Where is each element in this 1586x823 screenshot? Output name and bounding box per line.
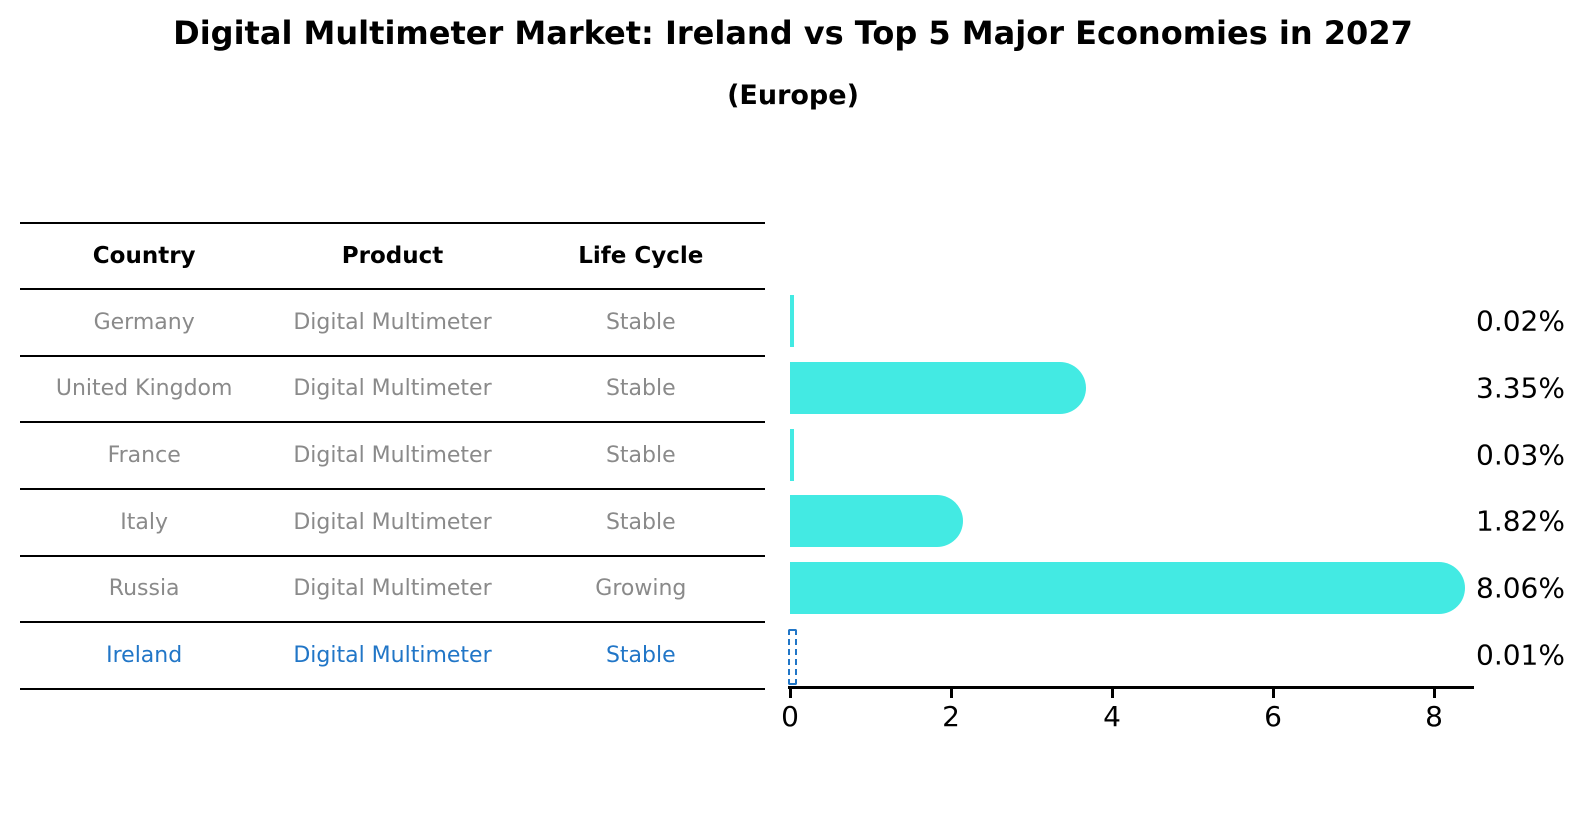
chart-title: Digital Multimeter Market: Ireland vs To… <box>173 14 1413 52</box>
table-cell-product: Digital Multimeter <box>293 509 492 535</box>
table-header-life-cycle: Life Cycle <box>578 243 704 269</box>
bar-ireland <box>788 628 797 685</box>
table-cell-country: Germany <box>93 309 195 335</box>
table-header-country: Country <box>92 243 196 269</box>
chart-subtitle: (Europe) <box>727 80 859 111</box>
x-axis-tick-label: 4 <box>1103 700 1121 733</box>
bar-germany <box>790 295 794 348</box>
table-row-russia: Russia Digital Multimeter Growing <box>20 557 765 624</box>
bar-value-label-russia: 8.06% <box>1476 571 1565 605</box>
bar-france <box>790 428 794 481</box>
table-row-italy: Italy Digital Multimeter Stable <box>20 490 765 557</box>
table-row-united-kingdom: United Kingdom Digital Multimeter Stable <box>20 357 765 424</box>
bar-italy <box>790 495 963 548</box>
table-cell-life-cycle: Stable <box>605 643 676 669</box>
table-row-germany: Germany Digital Multimeter Stable <box>20 290 765 357</box>
x-axis-tick-label: 6 <box>1264 700 1282 733</box>
table-cell-country: Ireland <box>106 643 183 669</box>
table-row-france: France Digital Multimeter Stable <box>20 423 765 490</box>
table-row-ireland: Ireland Digital Multimeter Stable <box>20 623 765 690</box>
table-cell-life-cycle: Stable <box>605 309 676 335</box>
table-cell-life-cycle: Stable <box>605 376 676 402</box>
x-axis-tick <box>1271 689 1275 698</box>
table-cell-country: United Kingdom <box>55 376 233 402</box>
x-axis-line <box>788 686 1474 689</box>
table-cell-product: Digital Multimeter <box>293 576 492 602</box>
x-axis-tick-label: 0 <box>781 700 799 733</box>
bar-russia <box>790 562 1465 614</box>
bar-value-label-germany: 0.02% <box>1476 304 1565 338</box>
table-header-row: Country Product Life Cycle <box>20 224 765 290</box>
table-cell-country: France <box>107 443 181 469</box>
country-table: Country Product Life Cycle Germany Digital … <box>20 222 765 690</box>
table-cell-product: Digital Multimeter <box>293 443 492 469</box>
bar-value-label-france: 0.03% <box>1476 438 1565 472</box>
table-cell-product: Digital Multimeter <box>293 309 492 335</box>
bar-value-label-united-kingdom: 3.35% <box>1476 371 1565 405</box>
x-axis-tick-label: 8 <box>1425 700 1443 733</box>
table-header-product: Product <box>341 243 444 269</box>
x-axis-tick-label: 2 <box>942 700 960 733</box>
x-axis-tick <box>949 689 953 698</box>
table-cell-life-cycle: Stable <box>605 509 676 535</box>
x-axis-tick <box>1110 689 1114 698</box>
table-cell-life-cycle: Stable <box>605 443 676 469</box>
bar-value-label-italy: 1.82% <box>1476 504 1565 538</box>
bar-value-label-ireland: 0.01% <box>1476 638 1565 672</box>
table-cell-product: Digital Multimeter <box>293 376 492 402</box>
table-body: Germany Digital Multimeter Stable United Ki… <box>20 290 765 690</box>
table-cell-product: Digital Multimeter <box>293 643 492 669</box>
x-axis-tick <box>1432 689 1436 698</box>
table-cell-country: Italy <box>120 509 169 535</box>
x-axis-tick <box>788 689 792 698</box>
table-cell-country: Russia <box>108 576 180 602</box>
table-cell-life-cycle: Growing <box>595 576 687 602</box>
bar-united-kingdom <box>790 362 1086 414</box>
